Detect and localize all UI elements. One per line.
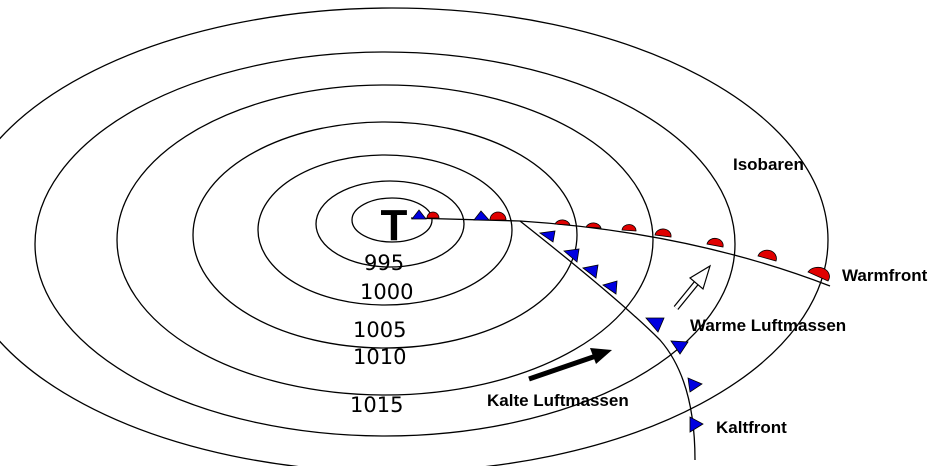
isobar-0	[351, 197, 433, 243]
isobar-value-1010: 1010	[353, 345, 406, 369]
warm-front-semicircle	[757, 249, 777, 262]
cold-front-triangle	[473, 210, 490, 221]
cold-front-line	[519, 220, 696, 461]
isobar-value-995: 995	[364, 251, 404, 275]
isobar-value-1000: 1000	[360, 280, 413, 304]
warm-front-semicircle	[554, 219, 571, 226]
warm-front-semicircle	[807, 266, 830, 282]
warm-front-semicircle	[654, 228, 672, 238]
warm-front-semicircle	[706, 237, 724, 248]
isobar-1000	[257, 154, 513, 306]
cold-front-triangle	[411, 209, 427, 220]
isobars-label: Isobaren	[733, 155, 804, 174]
isobar-995	[315, 180, 465, 268]
cold-air-label: Kalte Luftmassen	[487, 391, 629, 410]
cold-front-triangle	[689, 416, 704, 433]
cold-front-triangle	[538, 230, 556, 243]
cold-front-triangle	[602, 280, 618, 295]
hollow-arrow-icon	[673, 264, 712, 310]
warm-front-semicircle	[426, 211, 440, 219]
cold-front-triangle	[687, 377, 703, 393]
cold-front-triangle	[563, 248, 580, 263]
cold-front-symbols	[411, 209, 704, 433]
isobar-outer	[0, 7, 829, 466]
cold-front-triangle	[645, 317, 665, 333]
warm-front-semicircle	[621, 224, 637, 232]
warm-front-semicircle	[585, 222, 602, 229]
isobar-1010	[116, 84, 654, 396]
warm-front-label: Warmfront	[842, 266, 928, 285]
cold-front-triangle	[670, 340, 689, 355]
solid-arrow-icon	[528, 348, 612, 382]
isobar-value-1005: 1005	[353, 318, 406, 342]
isobar-1015	[34, 51, 736, 437]
warm-front-symbols	[426, 211, 830, 282]
cold-front-triangle	[582, 264, 599, 279]
isobar-value-1015: 1015	[350, 393, 403, 417]
low-pressure-symbol: T	[381, 201, 408, 250]
isobars	[0, 7, 829, 466]
warm-front-semicircle	[489, 211, 507, 221]
isobar-value-labels: 995 1000 1005 1010 1015	[350, 251, 413, 417]
isobar-1005	[192, 121, 578, 349]
warm-front-line	[410, 217, 831, 287]
warm-air-label: Warme Luftmassen	[690, 316, 846, 335]
cold-front-label: Kaltfront	[716, 418, 787, 437]
